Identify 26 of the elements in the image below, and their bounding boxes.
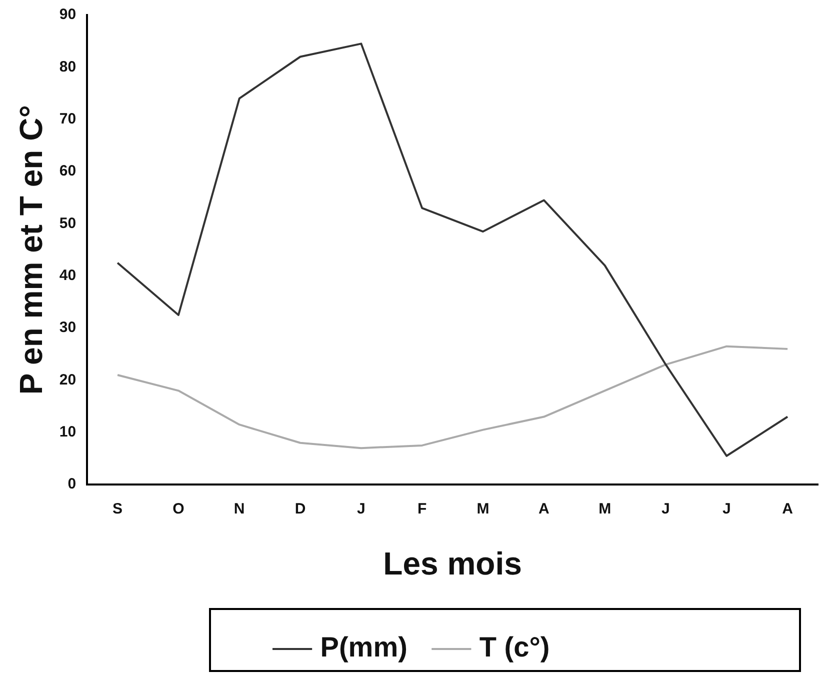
y-tick-label: 10 (59, 424, 76, 441)
x-tick-label: D (294, 500, 306, 518)
x-tick-label: A (538, 500, 550, 518)
x-tick-label: J (357, 500, 366, 518)
x-tick-label: S (112, 500, 123, 518)
x-tick-label: J (722, 500, 731, 518)
y-tick-label: 60 (59, 162, 76, 180)
x-tick-label: J (662, 500, 670, 518)
y-axis-title: P en mm et T en C° (13, 104, 50, 395)
legend-label: T (c°) (479, 632, 550, 663)
x-tick-label: M (598, 500, 612, 518)
y-tick-label: 70 (59, 110, 76, 128)
x-tick-label: F (418, 500, 427, 518)
y-tick-label: 20 (59, 371, 76, 388)
y-tick-label: 90 (59, 6, 76, 24)
legend-label: P(mm) (320, 632, 408, 663)
y-tick-label: 30 (59, 319, 76, 336)
y-tick-label: 50 (59, 214, 76, 232)
x-axis-title: Les mois (383, 546, 522, 582)
x-tick-label: A (782, 500, 794, 518)
y-tick-label: 0 (68, 476, 76, 493)
y-tick-label: 80 (59, 58, 76, 76)
y-tick-label: 40 (59, 267, 76, 284)
x-tick-label: N (234, 500, 245, 518)
x-tick-label: O (172, 500, 185, 518)
x-tick-label: M (476, 500, 490, 518)
